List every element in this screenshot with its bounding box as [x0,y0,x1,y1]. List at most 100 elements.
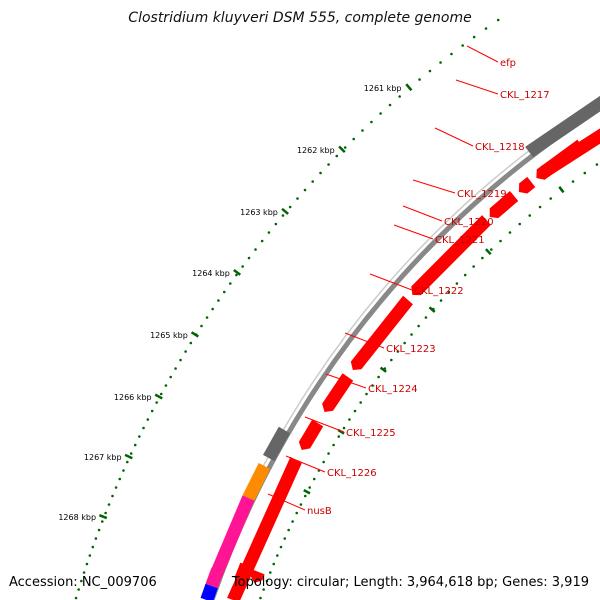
outer-tick-dot [91,545,95,549]
gene-label-ckl_1222: CKL_1222 [414,286,464,297]
outer-tick-dot [164,384,168,387]
kbp-tick-label: 1262 kbp [297,146,335,155]
label-leader-line [466,45,499,63]
outer-tick-dot [343,146,347,149]
outer-tick-dot [428,69,432,73]
gene-block-gray [525,95,600,158]
outer-tick-dot [370,120,373,124]
gene-block-red [489,191,519,219]
inner-tick-dot [371,384,374,387]
label-leader-line [402,205,443,222]
inner-tick-dot [283,537,287,540]
outer-tick-dot [472,35,476,39]
outer-tick-dot [418,78,421,81]
inner-tick-dot [410,333,413,336]
outer-tick-dot [260,239,264,243]
outer-tick-dot [296,197,299,200]
inner-tick-dot [538,205,542,209]
inner-tick-dot [508,231,512,234]
inner-tick-dot [332,443,335,447]
inner-tick-dot [403,341,406,345]
inner-tick-dot [353,409,357,413]
outer-tick-dot [254,248,257,251]
gene-labels: efp CKL_1217 CKL_1218 CKL_1219 CKL_1220 CKL_1… [267,45,550,517]
outer-tick-dot [122,469,125,472]
outer-tick-dot [496,18,500,22]
inner-tick-dot [299,503,303,506]
inner-tick-ring [259,163,599,600]
inner-tick-dot [303,494,307,498]
outer-tick-dot [74,596,78,600]
inner-tick-dot [518,222,522,226]
outer-tick-dot [281,214,285,217]
inner-tick-dot [595,163,599,166]
inner-tick-dot [291,520,294,523]
kbp-tick-label: 1265 kbp [150,331,188,340]
gene-block-magenta [205,567,224,589]
inner-major-tick [428,306,436,313]
topology-label: Topology: circular; Length: 3,964,618 bp… [231,575,589,590]
gene-block-blue [200,583,218,600]
gene-label-ckl_1217: CKL_1217 [500,90,550,101]
outer-tick-dot [241,265,244,268]
gene-label-ckl_1218: CKL_1218 [475,142,525,153]
outer-tick-dot [184,350,187,353]
inner-major-tick [558,186,565,194]
outer-tick-dot [461,44,464,47]
inner-tick-dot [276,554,279,557]
outer-tick-dot [150,409,154,413]
kbp-major-tick [281,207,289,215]
outer-tick-dot [104,511,107,515]
outer-tick-dot [205,316,209,319]
outer-tick-dot [303,188,307,192]
inner-tick-dot [365,392,368,396]
label-leader-line [369,273,413,291]
label-leader-line [304,416,345,433]
inner-tick-dot [259,596,262,600]
gene-block-magenta [208,495,255,581]
outer-tick-dot [138,435,141,438]
inner-tick-dot [463,273,467,277]
inner-tick-dot [472,265,475,268]
outer-tick-dot [311,180,314,183]
inner-tick-dot [583,171,587,175]
outer-tick-ring [74,18,500,600]
inner-tick-dot [528,214,532,217]
outer-tick-dot [142,426,145,430]
label-leader-line [393,224,434,240]
gene-block-red [536,139,585,180]
outer-tick-dot [327,163,330,166]
outer-tick-dot [97,528,101,532]
outer-tick-dot [450,52,453,56]
outer-tick-dot [274,222,278,226]
inner-tick-dot [490,248,493,251]
outer-tick-dot [129,452,133,455]
gene-label-ckl_1223: CKL_1223 [386,344,436,355]
gene-block-red [518,176,536,194]
outer-tick-dot [228,282,232,285]
gene-label-ckl_1226: CKL_1226 [327,468,377,479]
outer-tick-dot [189,341,193,345]
kbp-tick-label: 1264 kbp [192,269,230,278]
inner-major-tick [303,489,311,495]
inner-tick-dot [342,426,346,430]
inner-tick-dot [417,324,420,328]
label-leader-line [325,373,367,389]
inner-tick-dot [499,239,502,243]
outer-tick-dot [126,460,129,464]
gene-label-ckl_1220: CKL_1220 [444,217,494,228]
outer-tick-dot [379,112,382,115]
outer-tick-dot [107,503,111,506]
outer-tick-dot [211,307,214,311]
outer-tick-dot [82,571,86,574]
outer-tick-dot [235,273,238,277]
inner-tick-dot [279,545,283,549]
kbp-tick-label: 1268 kbp [58,513,96,522]
gene-block-orange [242,462,271,501]
gene-label-ckl_1221: CKL_1221 [435,235,485,246]
inner-tick-dot [348,418,351,421]
outer-tick-dot [222,290,226,294]
label-leader-line [285,455,326,473]
outer-tick-dot [217,299,220,302]
